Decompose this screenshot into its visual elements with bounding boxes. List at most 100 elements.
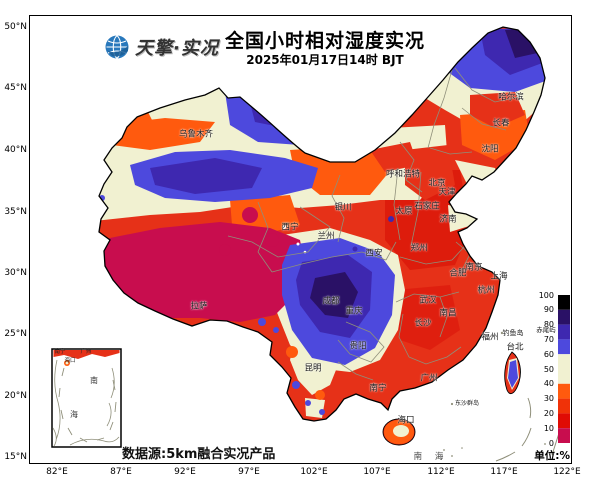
city-label-fuzhou: 福州 — [481, 332, 499, 343]
map-subtitle: 2025年01月17日14时 BJT — [246, 53, 404, 67]
inset-nine-dash-line — [58, 367, 117, 443]
data-source-text: 数据源:5km融合实况产品 — [122, 447, 276, 462]
regions-purple — [150, 28, 545, 338]
island-label-chiwei: 赤尾屿 — [536, 326, 556, 334]
legend-cell — [558, 339, 570, 355]
city-label-hangzhou: 杭州 — [477, 285, 495, 296]
lon-label-87e: 87°E — [110, 467, 132, 477]
lon-label-102e: 102°E — [300, 467, 328, 477]
map-title: 全国小时相对湿度实况 — [224, 30, 425, 52]
legend-tick-80: 80 — [543, 320, 554, 329]
logo: 天擎·实况 — [104, 34, 219, 60]
city-label-harbin: 哈尔滨 — [498, 92, 524, 103]
city-label-yinchuan: 银川 — [334, 202, 352, 213]
regions-cream-spots — [393, 425, 409, 437]
lat-label-40n: 40°N — [4, 145, 27, 155]
legend-cell — [558, 398, 570, 414]
lon-label-122e: 122°E — [553, 467, 581, 477]
lon-label-92e: 92°E — [174, 467, 196, 477]
city-label-jinan: 济南 — [439, 214, 457, 225]
china-outline — [98, 26, 546, 446]
island-label-diaoyu: 钓鱼岛 — [502, 329, 524, 337]
city-label-haikou: 海口 — [397, 415, 415, 426]
regions-crimson — [99, 207, 305, 322]
lat-label-15n: 15°N — [4, 452, 27, 462]
city-label-shanghai: 上海 — [490, 271, 508, 282]
city-label-nanchang: 南昌 — [439, 308, 457, 319]
city-label-shenyang: 沈阳 — [481, 144, 499, 155]
legend-colorbar — [558, 295, 570, 443]
legend-tick-40: 40 — [543, 379, 554, 388]
legend-cell — [558, 295, 570, 310]
city-label-guiyang: 贵阳 — [349, 341, 367, 352]
inset-label-haikou: 海口 — [64, 358, 76, 364]
lon-label-112e: 112°E — [427, 467, 455, 477]
lat-label-35n: 35°N — [4, 207, 27, 217]
legend-tick-0: 0 — [548, 439, 554, 448]
legend-cell — [558, 383, 570, 399]
city-label-shijiazhuang: 石家庄 — [414, 201, 440, 212]
legend-unit-label: 单位:% — [534, 450, 570, 462]
sea-islets — [437, 331, 555, 459]
city-label-zhengzhou: 郑州 — [410, 243, 428, 254]
legend-tick-70: 70 — [543, 335, 554, 344]
legend-cell — [558, 428, 570, 443]
legend-tick-90: 90 — [543, 305, 554, 314]
city-label-wuhan: 武汉 — [419, 295, 437, 306]
city-label-hefei: 合肥 — [449, 268, 467, 279]
lat-label-45n: 45°N — [4, 83, 27, 93]
legend-cell — [558, 369, 570, 384]
lon-label-97e: 97°E — [238, 467, 260, 477]
city-label-urumqi: 乌鲁木齐 — [178, 129, 214, 140]
inset-label-nan: 南 — [90, 376, 98, 385]
legend-cell — [558, 309, 570, 325]
city-label-kunming: 昆明 — [304, 363, 322, 374]
sea-label-south-china-sea: 南 海 — [413, 452, 449, 462]
city-label-hohhot: 呼和浩特 — [385, 169, 421, 180]
sea-dash-lines — [495, 397, 561, 462]
lat-label-30n: 30°N — [4, 268, 27, 278]
logo-text: 天擎·实况 — [135, 38, 219, 59]
city-label-guangzhou: 广州 — [420, 373, 438, 384]
legend-tick-60: 60 — [543, 350, 554, 359]
legend-cell — [558, 354, 570, 369]
city-label-lhasa: 拉萨 — [190, 301, 208, 312]
inset-label-guangzhou: 广州 — [80, 349, 92, 355]
lon-label-107e: 107°E — [363, 467, 391, 477]
lon-label-117e: 117°E — [490, 467, 518, 477]
legend-tick-100: 100 — [538, 291, 554, 300]
legend-tick-20: 20 — [543, 409, 554, 418]
city-label-beijing: 北京 — [428, 178, 446, 189]
inset-map — [51, 348, 122, 448]
lat-label-50n: 50°N — [4, 22, 27, 32]
legend-tick-10: 10 — [543, 424, 554, 433]
inset-coastlines — [52, 359, 120, 447]
legend-tick-50: 50 — [543, 365, 554, 374]
legend-cell — [558, 324, 570, 340]
city-label-nanning: 南宁 — [369, 383, 387, 394]
city-label-changsha: 长沙 — [414, 318, 432, 329]
island-label-dongsha: 东沙群岛 — [454, 400, 480, 407]
legend-cell — [558, 413, 570, 429]
city-label-taipei: 台北 — [506, 342, 524, 353]
city-label-tianjin: 天津 — [438, 187, 456, 198]
inset-mainland — [53, 350, 120, 359]
map-frame — [29, 15, 572, 464]
inset-label-nanning: 南宁 — [54, 349, 66, 355]
lat-label-20n: 20°N — [4, 391, 27, 401]
globe-logo-icon — [105, 35, 129, 59]
city-label-taiyuan: 太原 — [395, 206, 413, 217]
city-label-xining: 西宁 — [281, 222, 299, 233]
inset-hainan-center — [65, 361, 69, 365]
lakes-white — [282, 225, 307, 254]
lon-label-82e: 82°E — [46, 467, 68, 477]
city-label-xian: 西安 — [365, 248, 383, 259]
city-label-chongqing: 重庆 — [345, 306, 363, 317]
city-label-lanzhou: 兰州 — [317, 231, 335, 242]
legend-tick-30: 30 — [543, 394, 554, 403]
city-label-chengdu: 成都 — [322, 296, 340, 307]
city-label-nanjing: 南京 — [465, 262, 483, 273]
city-label-changchun: 长春 — [492, 118, 510, 129]
